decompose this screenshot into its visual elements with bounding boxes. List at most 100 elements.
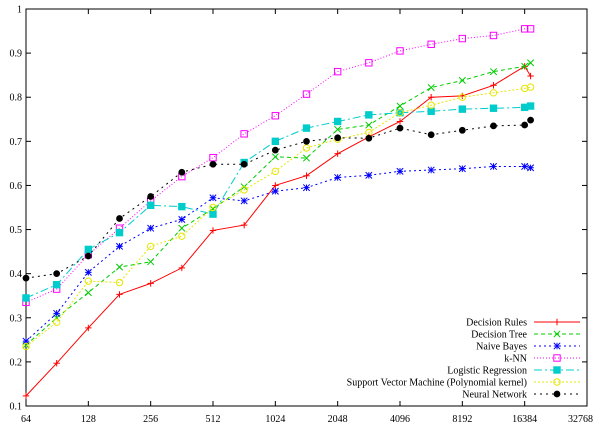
legend-marker [553,318,561,326]
legend-label: Logistic Regression [447,366,527,377]
legend-label: Decision Rules [466,318,527,329]
data-point [396,108,404,117]
data-point [365,134,373,142]
data-point [240,221,248,229]
data-point [365,171,373,179]
data-point [333,117,342,126]
data-point [527,164,535,172]
data-point [22,294,30,302]
series-line [25,65,532,397]
data-point [333,67,342,76]
data-point [489,162,498,171]
data-point [489,68,498,76]
data-point [526,102,535,110]
data-point [365,111,373,119]
data-point [271,167,280,176]
data-point [427,107,435,116]
data-point [272,182,279,189]
data-point [115,278,124,287]
data-point [527,59,535,67]
data-point [458,105,467,113]
data-point [489,104,498,112]
x-tick-label: 64 [21,414,31,425]
data-point [115,242,124,250]
data-point [396,124,404,132]
data-point [365,59,373,67]
axis-ticks: 0.1 0.2 0.3 0.4 0.5 0.6 0.7 0.8 0.9 1 64 128 256 512 1… [10,5,593,426]
y-tick-label: 0.4 [10,269,23,280]
data-point [22,392,30,400]
data-point [490,82,497,89]
data-point [427,131,435,139]
data-point [240,197,248,205]
data-point [334,173,342,182]
data-point [209,227,217,234]
legend-marker [553,390,561,398]
data-point [147,193,155,200]
data-point [52,318,61,326]
y-tick-label: 0.3 [10,313,23,324]
data-point [521,62,529,70]
x-tick-label: 256 [143,414,158,425]
legend-label: Decision Tree [471,330,527,341]
data-point [84,245,93,254]
y-tick-label: 0.6 [10,181,23,192]
data-point [427,83,435,92]
data-point [84,268,92,276]
data-point [22,342,30,351]
data-point [146,201,155,209]
data-point [302,124,311,132]
data-point [458,165,466,173]
y-tick-label: 0.5 [10,225,23,236]
data-point [271,112,280,120]
data-point [365,121,373,129]
data-point [84,252,92,260]
series-decision-rules [22,63,534,400]
data-point [526,83,535,91]
data-point [53,309,61,317]
x-tick-label: 1024 [265,414,285,425]
legend-label: Naive Bayes [476,342,527,353]
data-point [146,242,155,251]
x-tick-label: 16384 [512,414,537,425]
data-point [334,134,342,142]
data-point [489,89,498,97]
data-point [396,102,404,110]
legend-marker [553,354,561,362]
series-neural-network [22,116,534,282]
data-point [396,118,404,125]
plot-frame [25,8,588,407]
series-line [25,62,531,346]
data-point [115,228,124,237]
x-tick-label: 4096 [390,414,410,425]
data-point [271,137,280,146]
series-k-nn [22,25,535,307]
data-point [334,125,342,133]
y-tick-label: 1 [17,5,22,16]
data-point [116,215,123,222]
data-point [178,168,186,176]
data-point [178,224,186,232]
data-point [458,76,466,85]
data-point [303,172,310,179]
data-point [271,153,279,161]
data-point [303,137,310,145]
data-point [178,202,186,211]
legend-marker [553,378,561,386]
data-point [22,337,30,345]
legend-marker [553,330,561,338]
data-point [209,203,217,212]
data-point [52,280,61,289]
x-tick-label: 32768 [568,414,593,425]
data-point [84,289,92,297]
data-point [22,274,30,282]
y-tick-label: 0.7 [10,137,23,148]
series-support-vector-machine-polynomial-kernel [22,83,535,351]
x-tick-label: 128 [81,414,96,425]
data-point [85,324,92,332]
series-line [25,86,531,347]
data-point [490,122,497,130]
data-point [209,210,217,218]
